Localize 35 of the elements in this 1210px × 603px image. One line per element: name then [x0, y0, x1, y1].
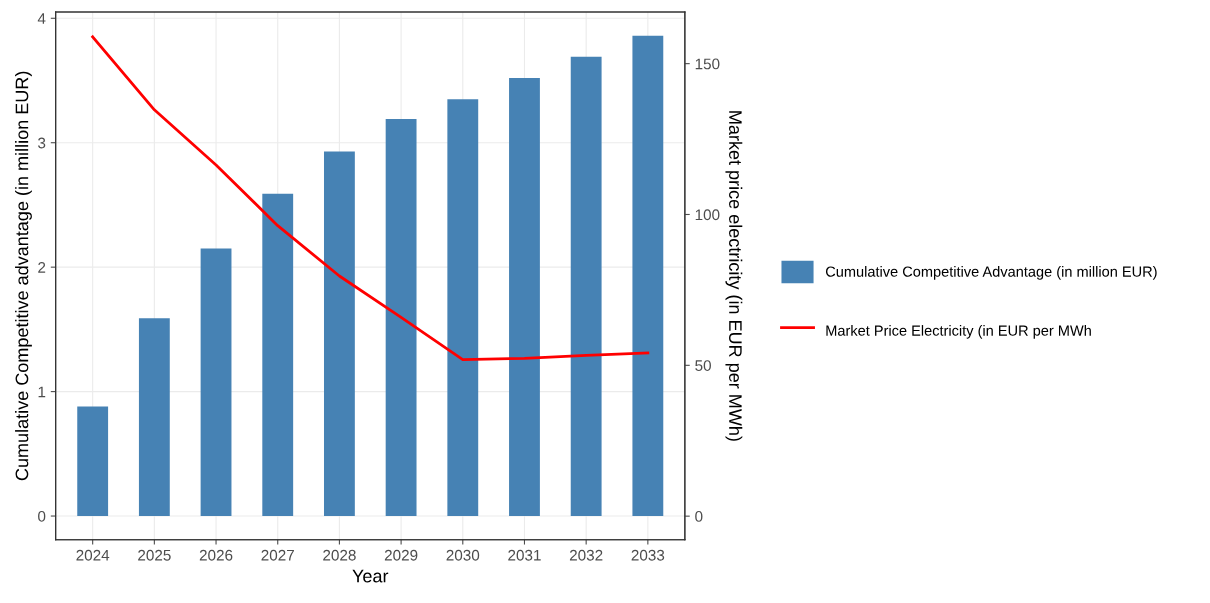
y2-tick-label: 100: [695, 209, 720, 221]
x-tick-label: 2033: [631, 549, 665, 561]
bar: [570, 56, 602, 517]
bar: [262, 193, 294, 517]
x-tick-label: 2030: [446, 549, 480, 561]
x-tick-label: 2027: [261, 549, 294, 561]
bar: [385, 119, 417, 517]
y2-axis-title: Market price electricity (in EUR per MWh): [725, 111, 743, 441]
bar: [77, 406, 109, 517]
y2-tick-label: 0: [695, 511, 703, 522]
x-tick-label: 2029: [384, 549, 418, 561]
y-axis-title: Cumulative Competitive advantage (in million EUR): [15, 71, 32, 481]
line-series: [91, 35, 650, 361]
x-tick-label: 2032: [569, 549, 603, 561]
bar: [632, 35, 664, 517]
x-tick-label: 2025: [138, 549, 171, 561]
x-tick-label: 2026: [199, 549, 233, 561]
y-tick-label: 4: [37, 13, 46, 24]
x-tick-label: 2031: [508, 549, 541, 561]
legend-label: Cumulative Competitive Advantage (in million EUR): [825, 266, 1157, 280]
y-tick-label: 2: [38, 262, 46, 273]
y2-tick-label: 50: [695, 360, 711, 371]
x-tick-label: 2024: [76, 549, 110, 561]
y-tick-label: 0: [38, 510, 46, 522]
bar: [138, 318, 170, 517]
bar: [324, 151, 355, 517]
y-tick-label: 3: [38, 137, 46, 149]
bar: [509, 78, 540, 517]
legend-label: Market Price Electricity (in EUR per MWh: [826, 325, 1091, 339]
bar: [447, 99, 479, 517]
bar: [200, 248, 232, 517]
y-tick-label: 1: [38, 386, 46, 398]
x-axis-title: Year: [352, 569, 389, 583]
y2-tick-label: 150: [695, 58, 720, 70]
x-tick-label: 2028: [323, 549, 356, 561]
